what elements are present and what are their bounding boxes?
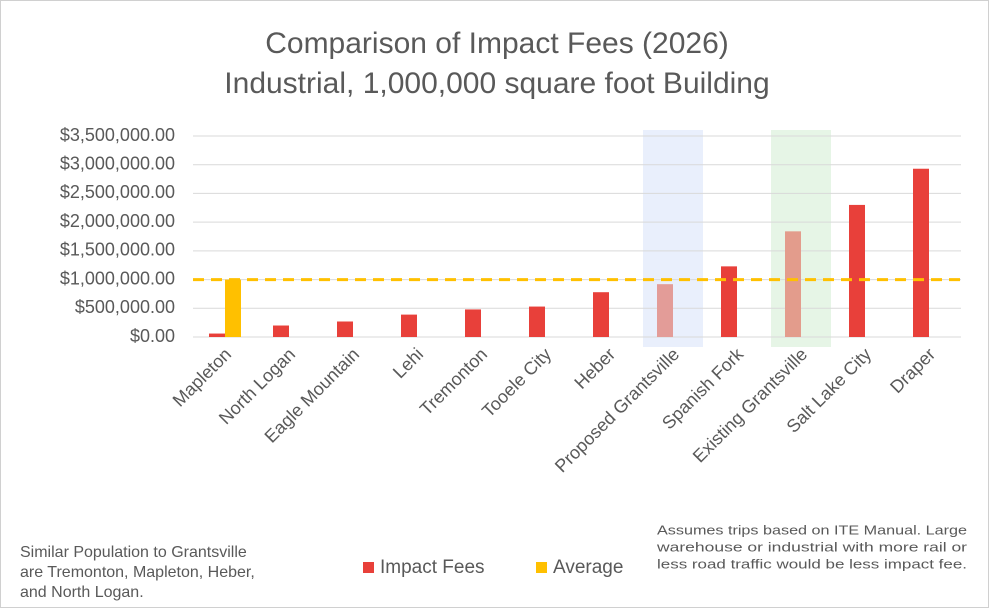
- bar: [849, 204, 865, 337]
- note: warehouse or industrial with more rail o…: [656, 539, 968, 554]
- y-tick-label: $1,500,000.00: [60, 240, 175, 260]
- bar: [785, 231, 801, 337]
- note: and North Logan.: [20, 584, 144, 601]
- chart-title: Comparison of Impact Fees (2026): [265, 27, 729, 60]
- chart-title: Industrial, 1,000,000 square foot Buildi…: [224, 67, 769, 100]
- legend-label: Impact Fees: [380, 557, 485, 578]
- legend-swatch: [536, 562, 547, 573]
- y-tick-label: $500,000.00: [75, 297, 175, 317]
- y-tick-label: $2,000,000.00: [60, 211, 175, 231]
- note: Similar Population to Grantsville: [20, 544, 247, 561]
- bar: [593, 292, 609, 337]
- note: Assumes trips based on ITE Manual. Large: [657, 522, 967, 537]
- legend-swatch: [363, 562, 374, 573]
- y-tick-label: $3,500,000.00: [60, 125, 175, 145]
- bar: [209, 333, 225, 337]
- y-tick-label: $0.00: [130, 326, 175, 346]
- y-tick-label: $3,000,000.00: [60, 153, 175, 173]
- note: less road traffic would be less impact f…: [657, 556, 967, 571]
- y-tick-label: $1,000,000.00: [60, 268, 175, 288]
- y-tick-label: $2,500,000.00: [60, 182, 175, 202]
- bar: [273, 325, 289, 337]
- bar: [913, 168, 929, 337]
- bar: [657, 284, 673, 337]
- bar: [401, 314, 417, 337]
- legend-label: Average: [553, 557, 623, 578]
- note: are Tremonton, Mapleton, Heber,: [20, 564, 255, 581]
- bar: [337, 321, 353, 337]
- bar: [225, 279, 241, 337]
- bar: [721, 266, 737, 337]
- bar: [465, 309, 481, 337]
- bar: [529, 306, 545, 337]
